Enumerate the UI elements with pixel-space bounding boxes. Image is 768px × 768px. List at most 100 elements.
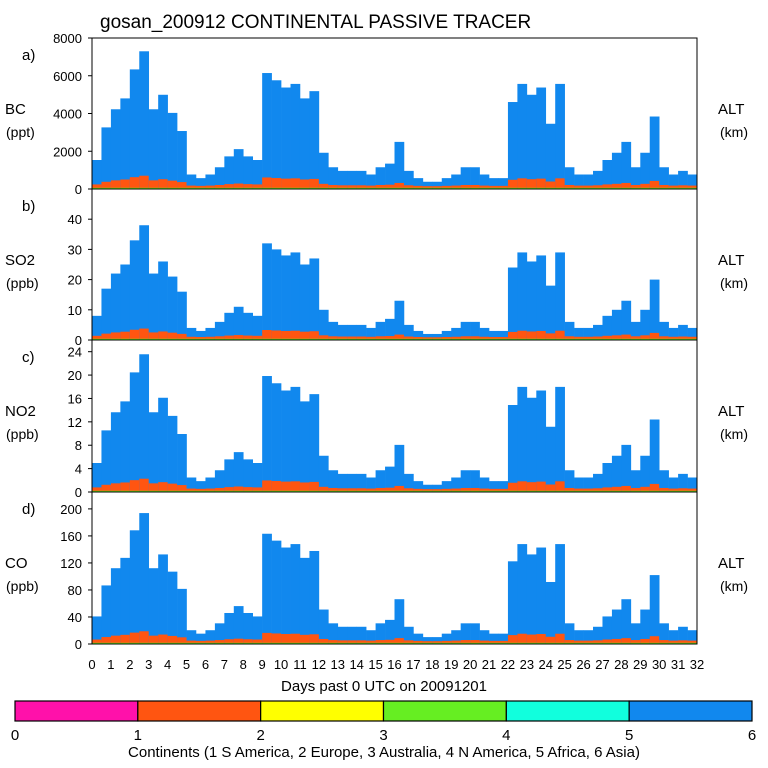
namerica-bar (243, 187, 254, 189)
asia-bar (583, 477, 594, 492)
europe-bar (356, 640, 367, 644)
europe-bar (233, 638, 244, 644)
namerica-bar (290, 490, 301, 492)
asia-bar (555, 83, 565, 189)
namerica-bar (385, 490, 395, 492)
asia-bar (659, 470, 669, 492)
colorbar-segment-6 (628, 700, 753, 722)
europe-bar (347, 488, 357, 492)
namerica-bar (375, 187, 386, 189)
namerica-bar (290, 642, 301, 644)
asia-bar (593, 473, 603, 492)
namerica-bar (186, 338, 197, 340)
asia-bar (659, 623, 669, 644)
asia-bar (214, 623, 225, 644)
alt-label: ALT (718, 555, 744, 572)
europe-bar (517, 330, 528, 340)
chart-title: gosan_200912 CONTINENTAL PASSIVE TRACER (100, 12, 531, 33)
europe-bar (129, 177, 140, 189)
asia-bar (148, 109, 159, 189)
y-tick-label: 2000 (53, 144, 82, 159)
namerica-bar (318, 642, 329, 644)
namerica-bar (356, 338, 367, 340)
colorbar-segment-2 (137, 700, 262, 722)
namerica-bar (460, 338, 471, 340)
europe-bar (120, 179, 131, 189)
namerica-bar (574, 642, 584, 644)
europe-bar (177, 182, 187, 189)
europe-bar (158, 179, 168, 189)
europe-bar (120, 634, 131, 644)
europe-bar (479, 336, 490, 340)
namerica-bar (243, 490, 254, 492)
namerica-bar (441, 490, 452, 492)
asia-bar (564, 470, 575, 492)
asia-bar (328, 321, 339, 340)
asia-bar (243, 312, 254, 340)
asia-bar (451, 630, 461, 644)
x-tick-label: 25 (557, 657, 571, 672)
asia-bar (470, 167, 480, 189)
asia-bar (583, 174, 594, 189)
namerica-bar (337, 642, 348, 644)
europe-bar (687, 640, 698, 644)
namerica-bar (678, 338, 688, 340)
alt-label: ALT (718, 403, 744, 420)
namerica-bar (101, 490, 112, 492)
asia-bar (441, 481, 452, 492)
y-tick-label: 80 (68, 583, 82, 598)
namerica-bar (517, 490, 528, 492)
europe-bar (252, 335, 263, 340)
europe-bar (299, 179, 310, 189)
panel-unit: (ppt) (6, 124, 35, 140)
colorbar-tick: 0 (11, 727, 19, 744)
europe-bar (489, 337, 499, 340)
asia-bar (318, 152, 329, 189)
europe-bar (479, 488, 490, 492)
namerica-bar (593, 338, 603, 340)
asia-bar (498, 481, 509, 492)
europe-bar (536, 634, 547, 644)
asia-bar (356, 170, 367, 189)
asia-bar (659, 321, 669, 340)
namerica-bar (224, 187, 235, 189)
europe-bar (366, 640, 376, 644)
asia-bar (630, 623, 641, 644)
namerica-bar (659, 490, 669, 492)
asia-bar (678, 170, 688, 189)
europe-bar (564, 184, 575, 189)
namerica-bar (318, 338, 329, 340)
namerica-bar (252, 187, 263, 189)
europe-bar (479, 640, 490, 644)
namerica-bar (356, 490, 367, 492)
europe-bar (243, 639, 254, 644)
namerica-bar (611, 338, 622, 340)
namerica-bar (621, 490, 632, 492)
panel-4-bars (92, 513, 698, 644)
europe-bar (517, 178, 528, 189)
namerica-bar (366, 187, 376, 189)
y-tick-label: 16 (68, 391, 82, 406)
europe-bar (460, 487, 471, 492)
namerica-bar (299, 338, 310, 340)
europe-bar (394, 638, 405, 644)
asia-bar (148, 568, 159, 644)
asia-bar (281, 390, 291, 492)
europe-bar (243, 487, 254, 492)
panel-1-bars (92, 51, 698, 190)
europe-bar (659, 336, 669, 340)
asia-bar (536, 87, 547, 189)
europe-bar (611, 486, 622, 492)
asia-bar (139, 51, 150, 190)
namerica-bar (470, 642, 480, 644)
asia-bar (545, 581, 556, 644)
y-tick-label: 4 (75, 462, 82, 477)
europe-bar (678, 185, 688, 189)
asia-bar (262, 376, 272, 492)
asia-bar (385, 318, 395, 340)
namerica-bar (545, 338, 556, 340)
y-tick-label: 20 (68, 273, 82, 288)
europe-bar (545, 333, 556, 340)
namerica-bar (517, 642, 528, 644)
namerica-bar (233, 187, 244, 189)
